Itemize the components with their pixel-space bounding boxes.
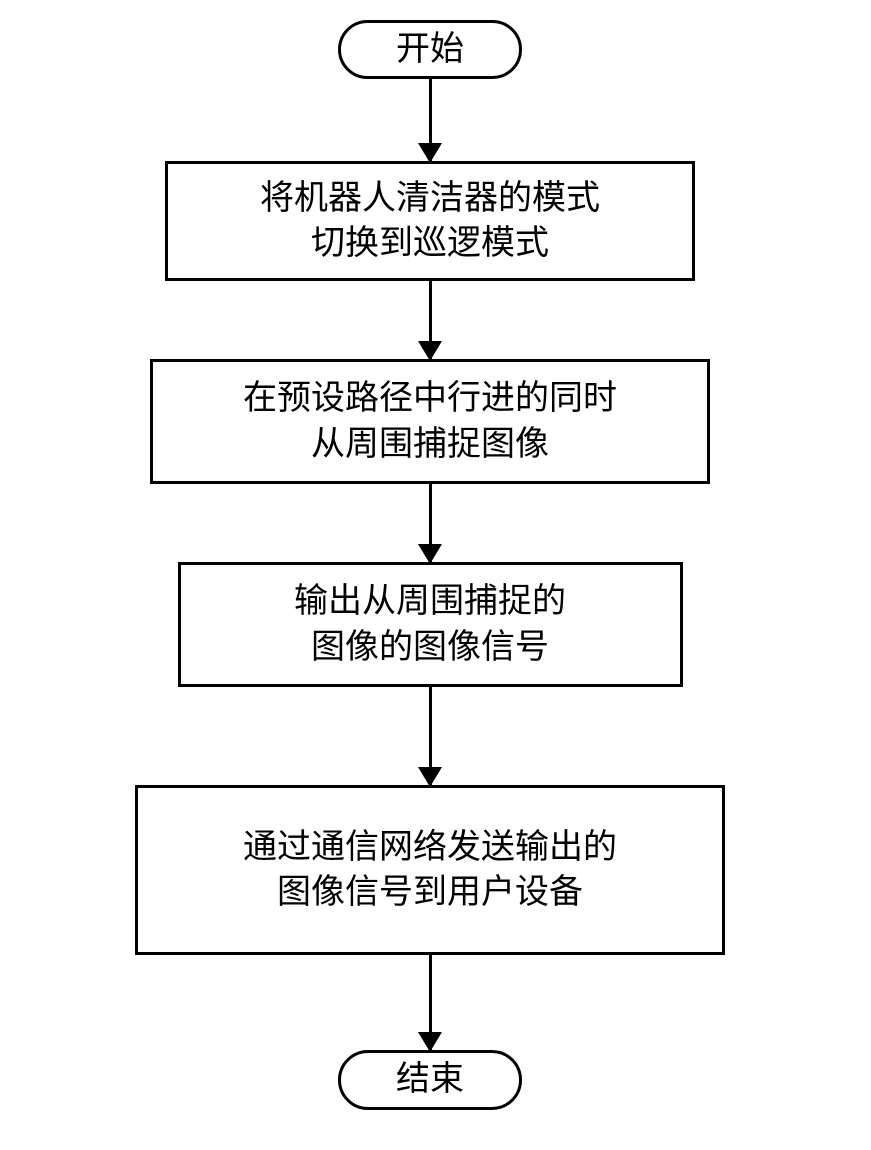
arrow-5 [429,955,432,1050]
step2-process: 在预设路径中行进的同时 从周围捕捉图像 [150,359,710,484]
step3-line2: 图像的图像信号 [311,625,549,671]
step3-line1: 输出从周围捕捉的 [294,579,566,625]
arrow-1 [429,79,432,161]
end-terminal: 结束 [338,1050,522,1109]
step4-line2: 图像信号到用户设备 [277,870,583,916]
step2-line1: 在预设路径中行进的同时 [243,376,617,422]
start-label: 开始 [396,31,464,68]
step4-line1: 通过通信网络发送输出的 [243,825,617,871]
step3-process: 输出从周围捕捉的 图像的图像信号 [178,562,683,687]
step1-line2: 切换到巡逻模式 [311,221,549,267]
step1-line1: 将机器人清洁器的模式 [260,176,600,222]
arrow-4 [429,687,432,785]
start-terminal: 开始 [338,20,522,79]
arrow-3 [429,484,432,562]
step4-process: 通过通信网络发送输出的 图像信号到用户设备 [135,785,725,955]
step2-line2: 从周围捕捉图像 [311,422,549,468]
end-label: 结束 [396,1061,464,1098]
arrow-2 [429,281,432,359]
flowchart-container: 开始 将机器人清洁器的模式 切换到巡逻模式 在预设路径中行进的同时 从周围捕捉图… [120,20,740,1110]
step1-process: 将机器人清洁器的模式 切换到巡逻模式 [165,161,695,281]
